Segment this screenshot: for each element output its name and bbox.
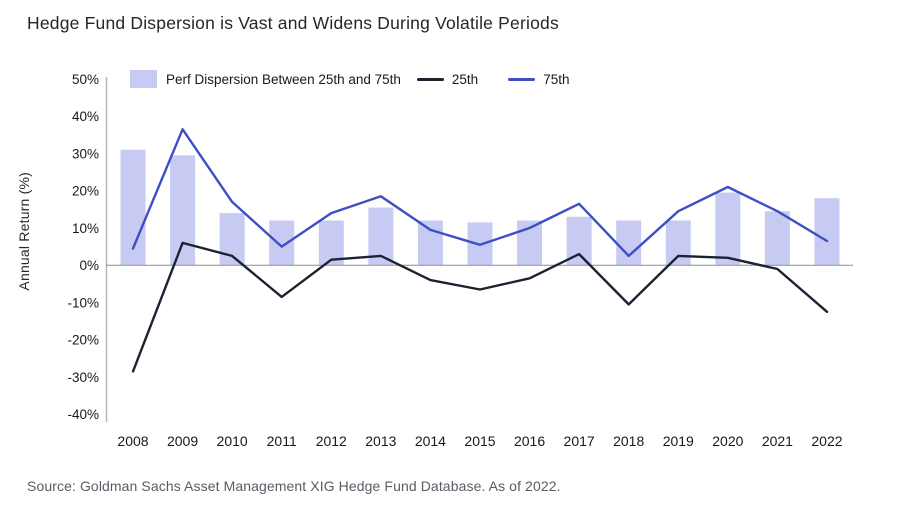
x-tick-label: 2020 <box>712 433 743 449</box>
x-tick-label: 2009 <box>167 433 198 449</box>
x-tick-label: 2019 <box>663 433 694 449</box>
source-note: Source: Goldman Sachs Asset Management X… <box>27 478 561 494</box>
y-tick-label: -30% <box>67 370 99 385</box>
x-tick-label: 2012 <box>316 433 347 449</box>
y-tick-label: 50% <box>72 72 99 87</box>
chart-title: Hedge Fund Dispersion is Vast and Widens… <box>27 13 559 33</box>
dispersion-bar <box>665 220 691 266</box>
legend-line-25-swatch-icon <box>416 77 444 81</box>
y-tick-label: -20% <box>67 333 99 348</box>
y-tick-label: 40% <box>72 109 99 124</box>
y-tick-label: -10% <box>67 295 99 310</box>
chart-plot-area: 50% 40% 30% 20% 10% 0% -10% -20% -30% -40% 2008 200… <box>67 72 853 449</box>
dispersion-bar <box>170 155 196 266</box>
legend-dispersion-label: Perf Dispersion Between 25th and 75th <box>166 71 401 87</box>
x-tick-label: 2013 <box>365 433 396 449</box>
dispersion-bar <box>715 192 741 266</box>
y-tick-label: 30% <box>72 146 99 161</box>
dispersion-bar <box>318 220 344 266</box>
x-tick-label: 2021 <box>762 433 793 449</box>
line-75th <box>131 128 829 258</box>
legend-25th-label: 25th <box>451 71 479 87</box>
x-tick-label: 2017 <box>564 433 595 449</box>
dispersion-bar <box>814 198 840 266</box>
legend-line-75-swatch-icon <box>508 77 536 81</box>
dispersion-bar <box>616 220 642 266</box>
chart-legend: Perf Dispersion Between 25th and 75th 25… <box>130 69 569 89</box>
x-tick-label: 2014 <box>415 433 446 449</box>
line-25th <box>131 241 829 373</box>
x-tick-label: 2011 <box>267 433 297 449</box>
x-tick-label: 2016 <box>514 433 545 449</box>
y-tick-label: -40% <box>67 407 99 422</box>
y-tick-label: 10% <box>72 221 99 236</box>
x-tick-label: 2010 <box>217 433 248 449</box>
x-tick-label: 2008 <box>117 433 148 449</box>
y-tick-label: 0% <box>79 258 99 273</box>
dispersion-bar <box>417 220 443 266</box>
x-tick-label: 2022 <box>811 433 842 449</box>
x-tick-label: 2018 <box>613 433 644 449</box>
dispersion-bar <box>764 211 790 266</box>
legend-bar-swatch-icon <box>130 70 157 88</box>
dispersion-bar <box>269 220 295 266</box>
x-tick-label: 2015 <box>464 433 495 449</box>
legend-75th-label: 75th <box>543 71 570 87</box>
y-tick-label: 20% <box>72 184 99 199</box>
